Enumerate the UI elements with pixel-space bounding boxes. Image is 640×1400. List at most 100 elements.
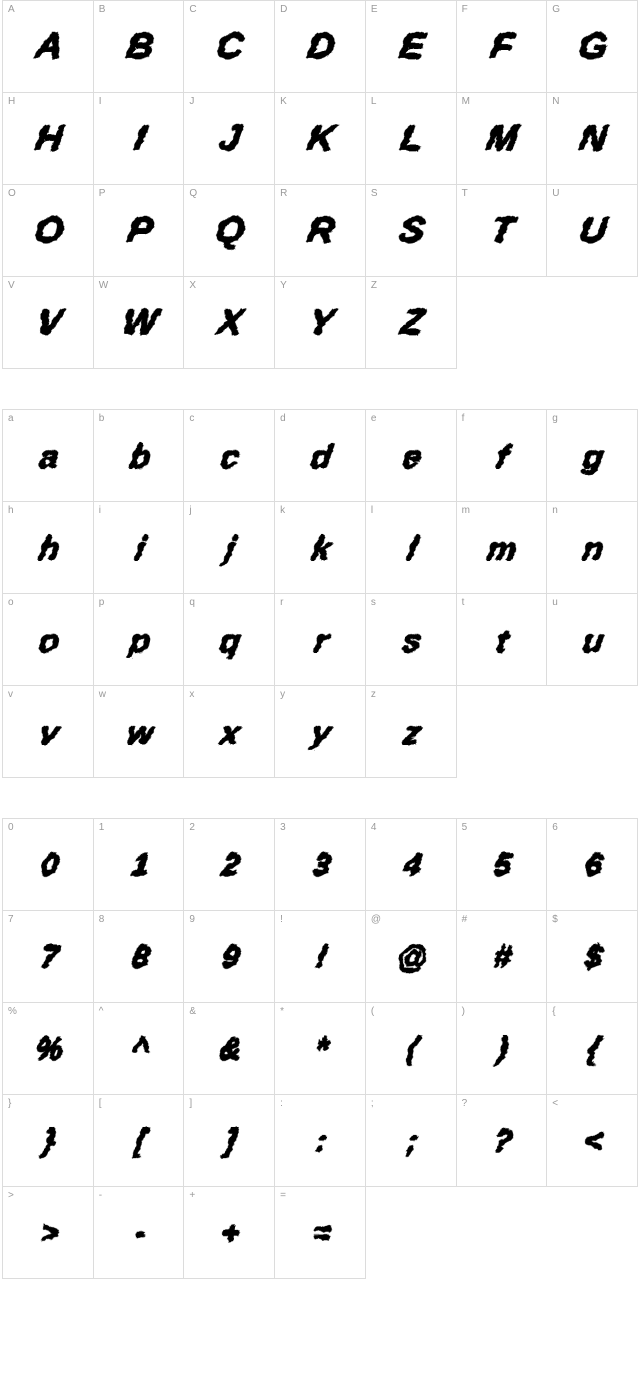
glyph-cell: EE <box>366 1 457 93</box>
empty-cell <box>547 277 638 369</box>
glyph-character: j <box>222 529 236 566</box>
glyph-character: e <box>399 437 422 474</box>
glyph-character: & <box>217 1032 242 1066</box>
glyph-character: 4 <box>400 848 420 882</box>
glyph-character: G <box>575 23 609 65</box>
glyph-cell: ## <box>457 911 548 1003</box>
glyph-character: J <box>216 115 242 157</box>
glyph-label: S <box>371 188 378 199</box>
glyph-label: j <box>189 505 191 516</box>
glyph-label: k <box>280 505 285 516</box>
glyph-cell: UU <box>547 185 638 277</box>
glyph-label: r <box>280 597 283 608</box>
glyph-cell: 11 <box>94 819 185 911</box>
glyph-label: C <box>189 4 196 15</box>
glyph-label: 1 <box>99 822 105 833</box>
glyph-cell: vv <box>3 686 94 778</box>
glyph-cell: ww <box>94 686 185 778</box>
glyph-label: T <box>462 188 468 199</box>
glyph-character: + <box>219 1216 240 1250</box>
glyph-label: = <box>280 1190 286 1201</box>
glyph-label: h <box>8 505 14 516</box>
glyph-character: d <box>307 437 332 474</box>
glyph-character: $ <box>582 940 602 974</box>
glyph-character: 0 <box>38 848 58 882</box>
glyph-character: o <box>35 621 60 658</box>
glyph-cell: ** <box>275 1003 366 1095</box>
glyph-label: & <box>189 1006 196 1017</box>
glyph-cell: zz <box>366 686 457 778</box>
glyph-label: B <box>99 4 106 15</box>
glyph-label: J <box>189 96 194 107</box>
glyph-character: ) <box>495 1032 509 1066</box>
glyph-cell: VV <box>3 277 94 369</box>
glyph-character: * <box>312 1032 327 1066</box>
glyph-cell: HH <box>3 93 94 185</box>
glyph-label: q <box>189 597 195 608</box>
section-lowercase: aabbccddeeffgghhiijjkkllmmnnooppqqrrsstt… <box>0 409 640 778</box>
glyph-character: Q <box>212 207 246 249</box>
glyph-cell: !! <box>275 911 366 1003</box>
glyph-cell: TT <box>457 185 548 277</box>
glyph-character: v <box>36 713 59 750</box>
glyph-character: ! <box>313 940 327 974</box>
glyph-cell: (( <box>366 1003 457 1095</box>
glyph-label: ! <box>280 914 283 925</box>
glyph-character: X <box>214 299 244 341</box>
glyph-cell: ;; <box>366 1095 457 1187</box>
glyph-label: V <box>8 280 15 291</box>
glyph-cell: )) <box>457 1003 548 1095</box>
glyph-character: ( <box>404 1032 418 1066</box>
glyph-cell: MM <box>457 93 548 185</box>
glyph-character: P <box>123 207 153 249</box>
glyph-cell: yy <box>275 686 366 778</box>
glyph-character: ; <box>404 1124 418 1158</box>
glyph-character: 3 <box>310 848 330 882</box>
glyph-label: D <box>280 4 287 15</box>
glyph-label: # <box>462 914 468 925</box>
glyph-character: u <box>580 621 605 658</box>
glyph-cell: RR <box>275 185 366 277</box>
empty-cell <box>547 686 638 778</box>
glyph-label: N <box>552 96 559 107</box>
glyph-label: t <box>462 597 465 608</box>
glyph-cell: 88 <box>94 911 185 1003</box>
glyph-label: Z <box>371 280 377 291</box>
glyph-cell: 66 <box>547 819 638 911</box>
glyph-character: F <box>487 23 515 65</box>
glyph-grid: AABBCCDDEEFFGGHHIIJJKKLLMMNNOOPPQQRRSSTT… <box>2 0 638 369</box>
glyph-label: < <box>552 1098 558 1109</box>
glyph-label: ) <box>462 1006 465 1017</box>
glyph-label: x <box>189 689 194 700</box>
glyph-label: 3 <box>280 822 286 833</box>
glyph-label: O <box>8 188 16 199</box>
glyph-cell: ^^ <box>94 1003 185 1095</box>
empty-cell <box>457 686 548 778</box>
glyph-cell: tt <box>457 594 548 686</box>
glyph-cell: == <box>275 1187 366 1279</box>
glyph-cell: rr <box>275 594 366 686</box>
glyph-label: a <box>8 413 14 424</box>
glyph-cell: pp <box>94 594 185 686</box>
glyph-cell: GG <box>547 1 638 93</box>
glyph-character: 2 <box>219 848 239 882</box>
glyph-label: 2 <box>189 822 195 833</box>
glyph-character: m <box>484 529 518 566</box>
glyph-cell: FF <box>457 1 548 93</box>
glyph-character: N <box>576 115 608 157</box>
glyph-character: r <box>311 621 329 658</box>
glyph-cell: %% <box>3 1003 94 1095</box>
glyph-cell: YY <box>275 277 366 369</box>
glyph-character: t <box>493 621 509 658</box>
glyph-character: M <box>483 115 519 157</box>
glyph-cell: DD <box>275 1 366 93</box>
glyph-cell: JJ <box>184 93 275 185</box>
glyph-character: O <box>31 207 65 249</box>
glyph-character: % <box>33 1032 63 1066</box>
glyph-cell: CC <box>184 1 275 93</box>
glyph-character: ^ <box>128 1032 149 1066</box>
glyph-label: P <box>99 188 106 199</box>
glyph-cell: @@ <box>366 911 457 1003</box>
glyph-label: U <box>552 188 559 199</box>
glyph-cell: OO <box>3 185 94 277</box>
